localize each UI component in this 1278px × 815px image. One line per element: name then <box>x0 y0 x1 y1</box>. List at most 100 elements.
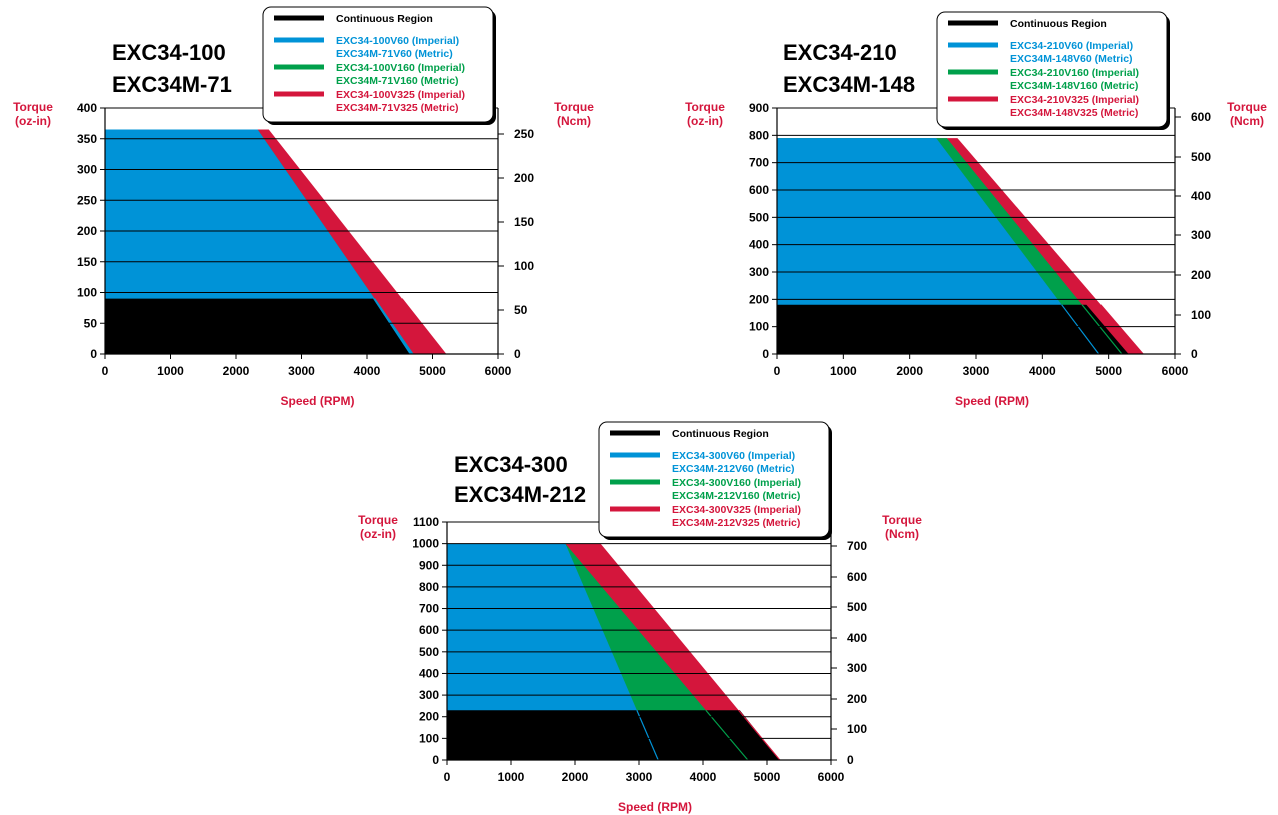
curve-edge-v60 <box>374 298 414 355</box>
x-tick-label: 2000 <box>896 364 923 378</box>
y-tick-label-left: 700 <box>749 156 769 170</box>
x-tick-label: 6000 <box>1162 364 1189 378</box>
curve-edge-v60 <box>1061 304 1100 355</box>
y-tick-label-left: 150 <box>77 255 97 269</box>
y-tick-label-left: 0 <box>762 347 769 361</box>
y-tick-label-right: 400 <box>847 631 867 645</box>
y-axis-label-left: Torque <box>13 100 53 114</box>
x-axis-label: Speed (RPM) <box>618 800 692 814</box>
y-tick-label-left: 350 <box>77 132 97 146</box>
legend-label-v325: EXC34-210V325 (Imperial) <box>1010 94 1139 106</box>
y-tick-label-right: 400 <box>1191 189 1211 203</box>
y-axis-unit-left: (oz-in) <box>687 114 723 128</box>
y-tick-label-right: 0 <box>514 347 521 361</box>
legend-label-continuous: Continuous Region <box>1010 18 1107 30</box>
y-tick-label-right: 300 <box>847 661 867 675</box>
y-tick-label-right: 300 <box>1191 228 1211 242</box>
y-tick-label-right: 50 <box>514 303 528 317</box>
x-tick-label: 1000 <box>157 364 184 378</box>
y-tick-label-left: 1100 <box>413 515 439 529</box>
x-tick-label: 5000 <box>754 770 781 784</box>
legend: Continuous Region EXC34-100V60 (Imperial)… <box>262 6 496 125</box>
y-tick-label-left: 900 <box>419 558 439 572</box>
x-tick-label: 3000 <box>288 364 315 378</box>
continuous-region <box>447 710 780 760</box>
y-tick-label-left: 300 <box>77 163 97 177</box>
y-tick-label-left: 500 <box>749 210 769 224</box>
y-tick-label-left: 800 <box>419 580 439 594</box>
y-axis-unit-left: (oz-in) <box>15 114 51 128</box>
curve-edge-v325 <box>738 709 781 761</box>
legend-label-v60: EXC34M-71V60 (Metric) <box>336 48 453 60</box>
x-tick-label: 0 <box>102 364 109 378</box>
y-tick-label-left: 900 <box>749 101 769 115</box>
y-tick-label-right: 150 <box>514 215 534 229</box>
y-tick-label-left: 200 <box>749 292 769 306</box>
legend-label-v60: EXC34-100V60 (Imperial) <box>336 35 459 47</box>
curve-edge-v325 <box>1100 304 1144 355</box>
legend-label-v325: EXC34M-148V325 (Metric) <box>1010 107 1138 119</box>
y-tick-label-left: 700 <box>419 602 439 616</box>
y-tick-label-left: 600 <box>749 183 769 197</box>
curve-area-v60 <box>777 138 1099 354</box>
y-tick-label-right: 500 <box>1191 150 1211 164</box>
y-tick-label-left: 300 <box>419 688 439 702</box>
legend-label-continuous: Continuous Region <box>672 428 769 440</box>
legend: Continuous Region EXC34-210V60 (Imperial)… <box>936 11 1170 130</box>
y-tick-label-left: 1000 <box>412 537 439 551</box>
legend-label-v60: EXC34M-148V60 (Metric) <box>1010 53 1133 65</box>
chart-panel-1: 0501001502002503003504000501001502002500… <box>13 6 594 408</box>
x-tick-label: 3000 <box>963 364 990 378</box>
y-tick-label-right: 250 <box>514 127 534 141</box>
legend-label-v325: EXC34-300V325 (Imperial) <box>672 504 801 516</box>
y-tick-label-right: 100 <box>514 259 534 273</box>
x-tick-label: 6000 <box>818 770 845 784</box>
y-tick-label-left: 250 <box>77 193 97 207</box>
x-axis-label: Speed (RPM) <box>955 394 1029 408</box>
legend-label-continuous: Continuous Region <box>336 13 433 25</box>
y-axis-unit-right: (Ncm) <box>1230 114 1264 128</box>
y-tick-label-right: 200 <box>847 692 867 706</box>
y-axis-label-right: Torque <box>882 513 922 527</box>
legend-label-v160: EXC34M-212V160 (Metric) <box>672 490 800 502</box>
y-tick-label-left: 50 <box>84 316 98 330</box>
curve-edge-v60 <box>636 709 659 761</box>
x-tick-label: 2000 <box>223 364 250 378</box>
x-tick-label: 1000 <box>830 364 857 378</box>
x-tick-label: 4000 <box>1029 364 1056 378</box>
x-tick-label: 3000 <box>626 770 653 784</box>
y-tick-label-right: 700 <box>847 539 867 553</box>
curve-edge-v160 <box>705 709 749 761</box>
x-tick-label: 4000 <box>354 364 381 378</box>
y-tick-label-left: 800 <box>749 128 769 142</box>
x-tick-label: 1000 <box>498 770 525 784</box>
y-tick-label-left: 400 <box>749 238 769 252</box>
x-tick-label: 5000 <box>419 364 446 378</box>
y-tick-label-left: 300 <box>749 265 769 279</box>
x-tick-label: 4000 <box>690 770 717 784</box>
y-tick-label-right: 0 <box>847 753 854 767</box>
y-tick-label-right: 600 <box>1191 110 1211 124</box>
chart-title-metric: EXC34M-212 <box>454 482 586 507</box>
x-axis-label: Speed (RPM) <box>280 394 354 408</box>
legend-label-v325: EXC34M-212V325 (Metric) <box>672 517 800 529</box>
y-tick-label-right: 100 <box>847 722 867 736</box>
legend-label-v160: EXC34-100V160 (Imperial) <box>336 62 465 74</box>
curve-edge-v160 <box>1081 304 1123 355</box>
legend-label-v60: EXC34M-212V60 (Metric) <box>672 463 795 475</box>
y-tick-label-right: 100 <box>1191 308 1211 322</box>
y-axis-label-right: Torque <box>1227 100 1267 114</box>
chart-title-metric: EXC34M-71 <box>112 72 232 97</box>
chart-title-imperial: EXC34-100 <box>112 40 226 65</box>
y-tick-label-left: 500 <box>419 645 439 659</box>
legend-label-v160: EXC34M-71V160 (Metric) <box>336 75 459 87</box>
y-axis-unit-right: (Ncm) <box>885 527 919 541</box>
y-tick-label-left: 200 <box>419 710 439 724</box>
y-tick-label-right: 200 <box>1191 268 1211 282</box>
continuous-region <box>105 298 410 354</box>
y-tick-label-left: 100 <box>419 731 439 745</box>
y-tick-label-left: 0 <box>432 753 439 767</box>
y-axis-unit-left: (oz-in) <box>360 527 396 541</box>
curve-edge-v325 <box>401 298 447 355</box>
y-axis-unit-right: (Ncm) <box>557 114 591 128</box>
